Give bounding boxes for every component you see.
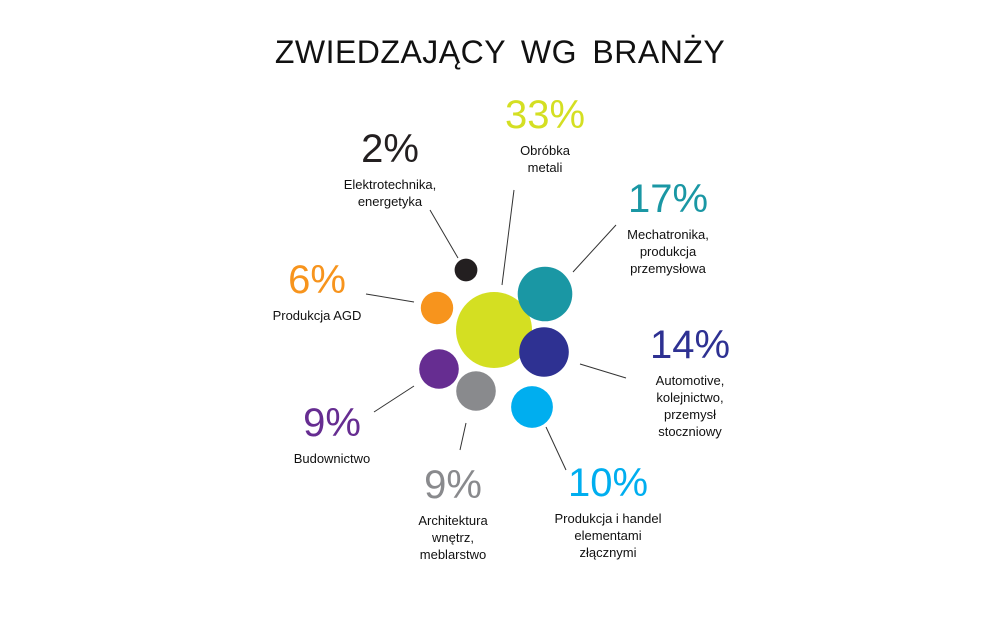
value-label-metal: 33% [505, 93, 585, 137]
value-label-automotive: 14% [650, 323, 730, 367]
category-label-metal: metali [528, 160, 563, 175]
category-label-fasteners: Produkcja i handel [555, 511, 662, 526]
category-label-automotive: kolejnictwo, [656, 390, 723, 405]
leader-line-appliances [365, 293, 415, 303]
category-label-mechatronics: produkcja [640, 244, 697, 259]
value-label-fasteners: 10% [568, 461, 648, 505]
bubble-fasteners [511, 386, 553, 428]
category-label-interior: wnętrz, [431, 530, 474, 545]
bubble-metal [456, 292, 532, 368]
category-label-appliances: Produkcja AGD [273, 308, 362, 323]
leader-line-fasteners [545, 426, 567, 471]
category-label-fasteners: elementami [574, 528, 641, 543]
bubble-appliances [420, 291, 454, 325]
category-label-metal: Obróbka [520, 143, 571, 158]
category-label-interior: meblarstwo [420, 547, 486, 562]
category-label-construction: Budownictwo [294, 451, 371, 466]
leader-line-metal [501, 189, 515, 286]
bubble-automotive [519, 327, 569, 377]
bubble-interior [456, 371, 496, 411]
category-label-mechatronics: Mechatronika, [627, 227, 709, 242]
value-label-electro: 2% [361, 127, 419, 171]
bubble-construction [419, 349, 459, 389]
leader-line-automotive [579, 363, 627, 379]
leader-line-electro [429, 209, 459, 259]
category-label-automotive: przemysł [664, 407, 716, 422]
leader-line-mechatronics [572, 224, 617, 273]
category-label-fasteners: złącznymi [579, 545, 636, 560]
leader-line-construction [373, 385, 415, 413]
category-label-automotive: stoczniowy [658, 424, 722, 439]
leader-line-interior [459, 422, 467, 451]
bubble-mechatronics [517, 266, 573, 322]
category-label-interior: Architektura [418, 513, 488, 528]
value-label-appliances: 6% [288, 258, 346, 302]
bubble-electro [454, 258, 478, 282]
value-label-mechatronics: 17% [628, 177, 708, 221]
category-label-automotive: Automotive, [656, 373, 725, 388]
category-label-electro: energetyka [358, 194, 423, 209]
value-label-interior: 9% [424, 463, 482, 507]
chart-title: ZWIEDZAJĄCY WG BRANŻY [274, 34, 726, 70]
value-label-construction: 9% [303, 401, 361, 445]
category-label-electro: Elektrotechnika, [344, 177, 437, 192]
category-label-mechatronics: przemysłowa [630, 261, 707, 276]
